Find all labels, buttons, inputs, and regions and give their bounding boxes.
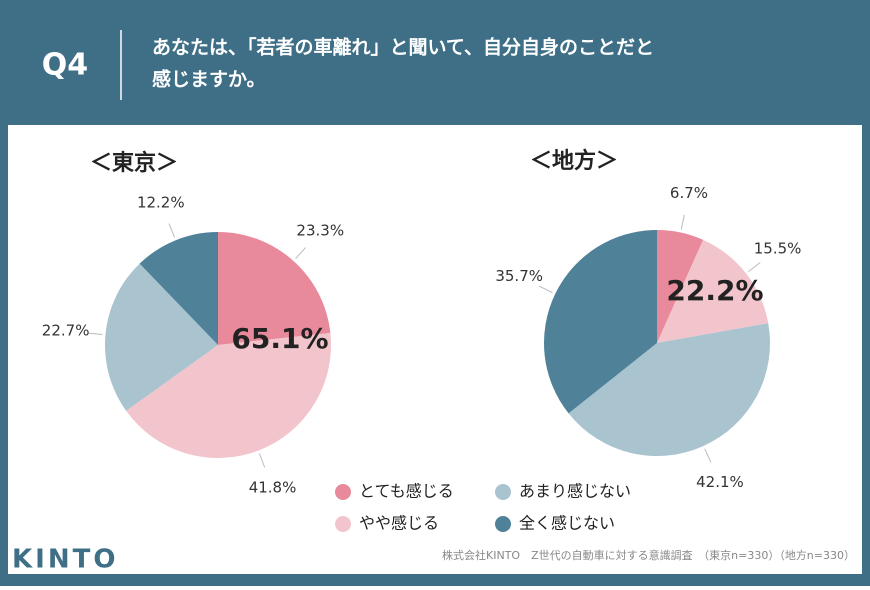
pie-slice [657, 230, 704, 343]
leader-line [258, 453, 266, 468]
pie-slice [657, 239, 769, 343]
pie-slice [104, 263, 218, 411]
chart-title: ＜地方＞ [530, 148, 618, 174]
legend-label: とても感じる [359, 482, 454, 501]
data-label: 12.2% [137, 194, 185, 212]
legend-swatch [495, 516, 511, 532]
pie-slice [544, 230, 657, 414]
chart-title: ＜東京＞ [90, 150, 178, 176]
pie-annotation: 22.2% [666, 274, 763, 307]
leader-line [87, 332, 103, 335]
legend-swatch [335, 484, 351, 500]
pie-slice [218, 232, 331, 345]
data-label: 23.3% [296, 222, 344, 240]
data-label: 41.8% [249, 478, 297, 496]
leader-line [704, 448, 712, 463]
legend-label: 全く感じない [519, 514, 615, 533]
source-note: 株式会社KINTO Z世代の自動車に対する意識調査 （東京n=330）（地方n=… [442, 548, 855, 562]
data-label: 15.5% [754, 239, 802, 257]
legend-swatch [335, 516, 351, 532]
question-text: 感じますか。 [152, 68, 266, 91]
data-label: 6.7% [670, 184, 708, 202]
data-label: 35.7% [495, 267, 543, 285]
legend-swatch [495, 484, 511, 500]
pie-slice [568, 323, 770, 457]
legend-label: あまり感じない [519, 482, 631, 501]
leader-line [168, 223, 176, 238]
leader-line [538, 285, 553, 294]
pie-annotation: 65.1% [231, 322, 328, 355]
pie-slice [126, 332, 331, 458]
leader-line [748, 261, 761, 273]
leader-line [680, 214, 685, 230]
question-text: あなたは、「若者の車離れ」と聞いて、自分自身のことだと [152, 36, 654, 59]
leader-line [295, 247, 306, 260]
data-label: 42.1% [696, 473, 744, 491]
legend-label: やや感じる [359, 514, 439, 533]
data-label: 22.7% [42, 322, 90, 340]
question-tag: Q4 [42, 48, 88, 83]
logo: KINTO [12, 545, 118, 575]
pie-slice [139, 232, 218, 345]
